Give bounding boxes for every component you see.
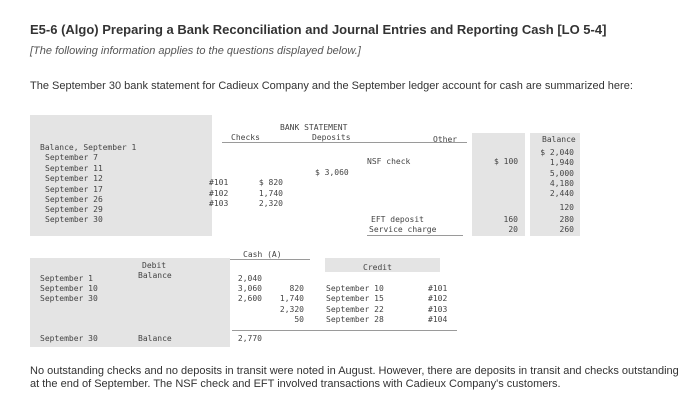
cash-credit-amount: 50 xyxy=(294,315,304,324)
eft-label: EFT deposit xyxy=(371,215,424,224)
cash-credit-check: #104 xyxy=(428,315,448,324)
cash-debit-label: September 30 xyxy=(40,294,98,303)
cash-ending-word: Balance xyxy=(138,334,172,343)
bank-balance-value: 5,000 xyxy=(549,169,574,178)
bank-col-balance: Balance xyxy=(542,135,576,144)
bank-balance-panel xyxy=(530,133,580,236)
bank-balance-value: 280 xyxy=(559,215,574,224)
bank-statement-title: BANK STATEMENT xyxy=(280,123,348,132)
intro-text: The September 30 bank statement for Cadi… xyxy=(30,80,633,92)
bank-balance-value: $ 2,040 xyxy=(540,148,574,157)
eft-amount: 160 xyxy=(503,215,518,224)
check-number: #102 xyxy=(209,189,229,198)
bank-balance-value: 120 xyxy=(559,203,574,212)
cash-credit-date: September 10 xyxy=(326,284,384,293)
bank-row-label: September 26 xyxy=(45,195,103,204)
bank-col-other: Other xyxy=(433,135,458,144)
bank-other-panel xyxy=(472,133,525,236)
cash-credit-amount: 1,740 xyxy=(279,294,304,303)
bank-other-rule xyxy=(367,235,463,236)
bank-balance-value: 4,180 xyxy=(549,179,574,188)
service-charge-amount: 20 xyxy=(508,225,518,234)
nsf-amount: $ 100 xyxy=(494,157,519,166)
bank-row-label: September 7 xyxy=(45,153,98,162)
bank-header-rule xyxy=(222,142,467,143)
cash-ending-balance: 2,770 xyxy=(237,334,262,343)
deposit-amount: $ 3,060 xyxy=(315,168,349,177)
bank-row-label: Balance, September 1 xyxy=(40,143,137,152)
problem-title: E5-6 (Algo) Preparing a Bank Reconciliat… xyxy=(30,22,607,37)
problem-subtitle: [The following information applies to th… xyxy=(30,45,361,57)
cash-col-balance: Balance xyxy=(138,271,172,280)
bank-row-label: September 11 xyxy=(45,164,103,173)
bank-col-deposits: Deposits xyxy=(312,133,351,142)
cash-credit-check: #102 xyxy=(428,294,448,303)
service-charge-label: Service charge xyxy=(369,225,437,234)
bank-balance-value: 2,440 xyxy=(549,189,574,198)
footnote-text: No outstanding checks and no deposits in… xyxy=(30,365,679,390)
bank-row-label: September 17 xyxy=(45,185,103,194)
cash-account-title: Cash (A) xyxy=(243,250,282,259)
cash-debit-amount: 2,040 xyxy=(237,274,262,283)
bank-row-label: September 30 xyxy=(45,215,103,224)
cash-col-debit: Debit xyxy=(142,261,167,270)
cash-credit-check: #101 xyxy=(428,284,448,293)
cash-credit-date: September 15 xyxy=(326,294,384,303)
cash-title-rule xyxy=(230,259,310,260)
cash-credit-header-panel xyxy=(325,258,440,272)
cash-total-rule xyxy=(232,330,457,331)
cash-debit-amount: 3,060 xyxy=(237,284,262,293)
check-number: #101 xyxy=(209,178,229,187)
check-amount: 2,320 xyxy=(258,199,283,208)
bank-labels-panel xyxy=(30,115,212,236)
cash-debit-label: September 1 xyxy=(40,274,93,283)
cash-credit-date: September 28 xyxy=(326,315,384,324)
nsf-label: NSF check xyxy=(367,157,411,166)
cash-credit-check: #103 xyxy=(428,305,448,314)
check-number: #103 xyxy=(209,199,229,208)
bank-row-label: September 12 xyxy=(45,174,103,183)
bank-col-checks: Checks xyxy=(231,133,260,142)
cash-debit-panel xyxy=(30,258,230,334)
bank-balance-value: 260 xyxy=(559,225,574,234)
cash-ending-label: September 30 xyxy=(40,334,98,343)
cash-credit-amount: 820 xyxy=(289,284,304,293)
bank-balance-value: 1,940 xyxy=(549,158,574,167)
check-amount: $ 820 xyxy=(258,178,283,187)
cash-debit-label: September 10 xyxy=(40,284,98,293)
cash-credit-amount: 2,320 xyxy=(279,305,304,314)
cash-credit-date: September 22 xyxy=(326,305,384,314)
bank-row-label: September 29 xyxy=(45,205,103,214)
check-amount: 1,740 xyxy=(258,189,283,198)
cash-ending-panel xyxy=(30,333,230,347)
cash-col-credit: Credit xyxy=(363,263,392,272)
cash-debit-amount: 2,600 xyxy=(237,294,262,303)
